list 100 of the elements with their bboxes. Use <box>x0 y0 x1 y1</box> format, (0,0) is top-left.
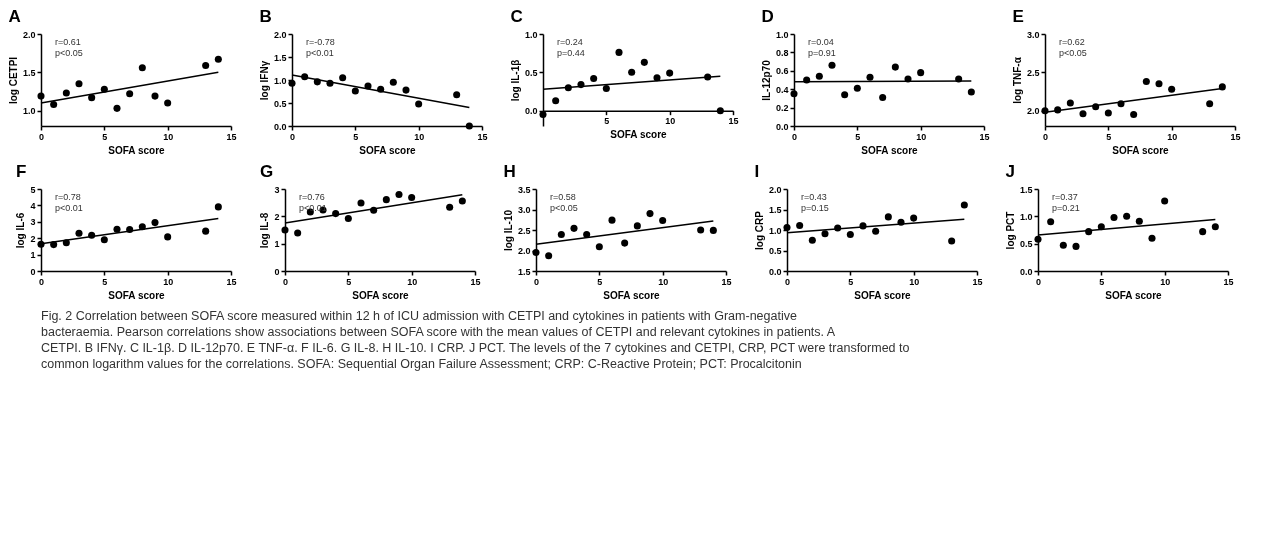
annotation: r=0.78 <box>55 192 81 202</box>
point <box>808 236 816 244</box>
point <box>879 93 887 102</box>
point <box>853 84 861 92</box>
chart-title: I <box>754 162 760 181</box>
point <box>1079 110 1087 118</box>
chart-title: A <box>8 7 21 26</box>
y-tick-label: 3.0 <box>517 205 531 215</box>
x-axis-title: SOFA score <box>854 289 912 301</box>
point <box>716 107 724 115</box>
point <box>446 203 454 211</box>
chart-title: C <box>510 7 523 26</box>
point <box>666 69 674 77</box>
x-tick-label: 15 <box>470 276 481 287</box>
point <box>202 227 210 235</box>
caption: Fig. 2 Correlation between SOFA score measured within 12 h of ICU admission with CETPI and cytokines in patients with Gram-negative <box>41 309 797 323</box>
point <box>815 72 823 80</box>
point <box>113 225 121 233</box>
point <box>465 122 473 130</box>
point <box>1072 242 1080 250</box>
point <box>344 214 352 223</box>
x-tick-label: 5 <box>1106 131 1112 142</box>
text: CETPI. B IFNγ. C IL-1β. D IL-12p70. E TNF-α. F IL-6. G IL-8. H IL-10. I CRP. J PCT. The levels of the 7 cytokines and CETPI, CRP, PCT were transformed to <box>41 341 910 355</box>
y-tick-label: 0.5 <box>273 98 287 109</box>
y-tick-label: 3 <box>274 184 280 195</box>
y-tick-label: 0.0 <box>273 121 287 132</box>
point <box>841 91 849 99</box>
point <box>697 226 705 234</box>
x-axis-title: SOFA score <box>352 289 410 301</box>
point <box>75 80 83 88</box>
x-tick-label: 10 <box>163 276 174 287</box>
annotation: p=0.44 <box>557 48 585 58</box>
point <box>1142 78 1150 86</box>
point <box>590 74 598 82</box>
point <box>891 63 899 71</box>
point <box>633 222 641 230</box>
x-tick-label: 10 <box>407 276 418 287</box>
point <box>1059 241 1067 249</box>
x-tick-label: 15 <box>1230 131 1241 142</box>
point <box>557 230 565 239</box>
y-tick-label: 1.5 <box>517 266 531 277</box>
y-tick-label: 0.8 <box>775 47 789 58</box>
y-tick-label: 1 <box>274 239 280 250</box>
point <box>1066 99 1074 107</box>
point <box>1097 223 1105 231</box>
y-tick-label: 3.5 <box>517 184 531 195</box>
point <box>659 217 667 225</box>
point <box>281 226 289 234</box>
y-tick-label: 2 <box>274 211 280 222</box>
y-tick-label: 2.0 <box>768 184 782 195</box>
point <box>621 239 629 247</box>
point <box>288 79 296 87</box>
x-tick-label: 5 <box>346 276 352 287</box>
point <box>100 85 108 93</box>
x-tick-label: 5 <box>1099 276 1105 287</box>
x-tick-label: 5 <box>353 131 359 142</box>
point <box>960 201 968 209</box>
point <box>1148 234 1156 242</box>
point <box>151 219 159 227</box>
point <box>653 74 661 82</box>
point <box>389 78 397 86</box>
point <box>37 240 45 248</box>
point <box>910 214 918 222</box>
point <box>545 252 553 260</box>
annotation: r=0.58 <box>550 192 576 202</box>
chart-title: B <box>259 7 272 26</box>
point <box>1104 109 1112 117</box>
point <box>1135 217 1143 225</box>
point <box>570 224 578 232</box>
x-axis-title: SOFA score <box>1112 144 1170 156</box>
y-axis-title: log IL-10 <box>502 209 514 252</box>
point <box>214 203 222 211</box>
point <box>458 197 466 205</box>
y-axis-title: log TNF-α <box>1011 56 1023 104</box>
y-tick-label: 0 <box>274 266 280 277</box>
x-tick-label: 10 <box>414 131 425 142</box>
chart-title: F <box>15 162 27 181</box>
y-tick-label: 4 <box>30 200 36 211</box>
point <box>151 92 159 100</box>
x-tick-label: 10 <box>658 276 669 287</box>
point <box>532 249 540 257</box>
point <box>357 199 365 207</box>
point <box>1168 85 1176 93</box>
y-tick-label: 1.0 <box>22 106 36 117</box>
point <box>917 69 925 77</box>
point <box>608 216 616 224</box>
point <box>1199 228 1207 236</box>
x-tick-label: 5 <box>102 131 108 142</box>
annotation: r=0.43 <box>801 192 827 202</box>
y-tick-label: 2.0 <box>517 246 531 256</box>
text: common logarithm values for the correlations. SOFA: Sequential Organ Failure Assessment; CRP: C-Reactive Protein; PCT: Procalcitonin <box>41 357 802 371</box>
chart-title: D <box>761 7 774 26</box>
point <box>948 237 956 245</box>
y-tick-label: 0.5 <box>768 246 782 256</box>
x-tick-label: 5 <box>102 276 108 287</box>
point <box>415 100 423 108</box>
point <box>1110 213 1118 221</box>
point <box>583 230 591 239</box>
y-axis-title: log IL-8 <box>259 212 271 249</box>
x-axis-title: SOFA score <box>108 144 166 156</box>
